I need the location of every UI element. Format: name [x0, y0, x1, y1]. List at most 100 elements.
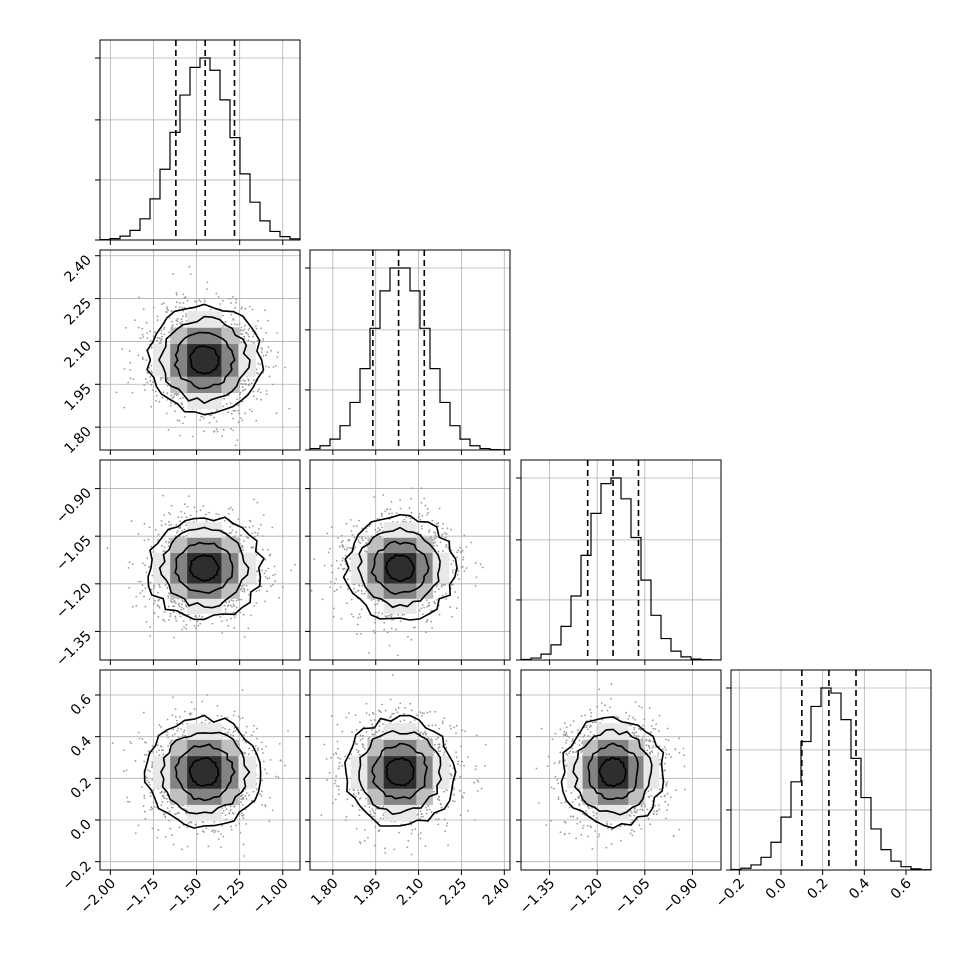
sample-point — [425, 806, 427, 809]
sample-point — [589, 731, 592, 733]
sample-point — [475, 765, 477, 768]
sample-point — [215, 409, 218, 411]
density-cell — [204, 788, 222, 805]
sample-point — [335, 775, 338, 778]
sample-point — [274, 364, 277, 367]
sample-point — [226, 716, 229, 719]
sample-point — [410, 853, 413, 856]
sample-point — [467, 756, 469, 758]
sample-point — [553, 762, 556, 765]
sample-point — [583, 734, 586, 736]
sample-point — [607, 827, 609, 830]
sample-point — [649, 753, 651, 755]
density-cell — [204, 311, 222, 328]
sample-point — [227, 624, 230, 627]
sample-point — [450, 549, 453, 552]
sample-point — [266, 319, 269, 322]
sample-point — [251, 532, 254, 535]
sample-point — [403, 613, 406, 616]
sample-point — [240, 598, 243, 601]
sample-point — [262, 354, 265, 357]
sample-point — [357, 793, 360, 795]
sample-point — [214, 830, 217, 832]
sample-point — [459, 551, 462, 554]
sample-point — [261, 779, 264, 782]
sample-point — [438, 799, 441, 802]
sample-point — [345, 815, 348, 818]
sample-point — [451, 615, 453, 618]
sample-point — [181, 530, 184, 532]
sample-point — [375, 807, 378, 810]
sample-point — [356, 623, 359, 626]
sample-point — [356, 525, 358, 527]
sample-point — [610, 697, 612, 700]
sample-point — [381, 526, 383, 529]
y-tick-label-0: −1.35 — [53, 628, 95, 670]
sample-point — [588, 807, 590, 810]
sample-point — [384, 709, 387, 712]
sample-point — [230, 302, 232, 304]
x-tick-label-2: 2.10 — [394, 876, 427, 909]
sample-point — [243, 590, 246, 593]
sample-point — [668, 753, 670, 756]
sample-point — [633, 830, 635, 833]
sample-point — [186, 826, 189, 829]
sample-point — [145, 741, 147, 744]
sample-point — [166, 801, 169, 803]
sample-point — [177, 727, 179, 730]
sample-point — [158, 754, 161, 756]
sample-point — [643, 803, 646, 806]
sample-point — [252, 790, 255, 793]
sample-point — [440, 535, 443, 537]
sample-point — [379, 817, 382, 819]
sample-point — [361, 539, 364, 542]
sample-point — [170, 402, 172, 404]
sample-point — [418, 609, 421, 612]
sample-point — [405, 515, 407, 518]
sample-point — [419, 818, 422, 820]
sample-point — [246, 589, 249, 591]
sample-point — [244, 383, 246, 385]
sample-point — [470, 541, 473, 544]
sample-point — [424, 845, 427, 847]
sample-point — [422, 815, 424, 818]
sample-point — [380, 711, 382, 714]
y-tick-label-4: 0.6 — [68, 691, 95, 718]
sample-point — [173, 393, 176, 396]
sample-point — [224, 814, 227, 816]
sample-point — [560, 802, 563, 804]
sample-point — [183, 600, 186, 603]
sample-point — [171, 714, 174, 716]
sample-point — [252, 335, 254, 338]
axes-frame — [99, 39, 301, 241]
sample-point — [363, 829, 366, 831]
y-tick-label-3: −0.90 — [53, 485, 95, 527]
sample-point — [649, 739, 652, 742]
sample-point — [271, 526, 274, 529]
sample-point — [334, 798, 337, 801]
sample-point — [288, 407, 291, 410]
sample-point — [377, 830, 380, 832]
sample-point — [438, 727, 440, 730]
sample-point — [438, 588, 440, 590]
density-cell — [416, 552, 433, 569]
sample-point — [149, 376, 152, 378]
sample-point — [429, 710, 432, 713]
sample-point — [265, 331, 267, 334]
sample-point — [225, 808, 228, 811]
sample-point — [341, 544, 344, 546]
sample-point — [174, 403, 176, 406]
sample-point — [634, 701, 637, 703]
sample-point — [126, 796, 128, 799]
sample-point — [271, 809, 274, 812]
sample-point — [262, 514, 265, 516]
sample-point — [399, 720, 402, 723]
sample-point — [333, 782, 336, 785]
sample-point — [148, 598, 151, 600]
sample-point — [162, 302, 165, 304]
sample-point — [163, 791, 166, 794]
sample-point — [557, 798, 560, 800]
sample-point — [664, 749, 667, 751]
sample-point — [174, 535, 176, 538]
sample-point — [151, 381, 154, 383]
